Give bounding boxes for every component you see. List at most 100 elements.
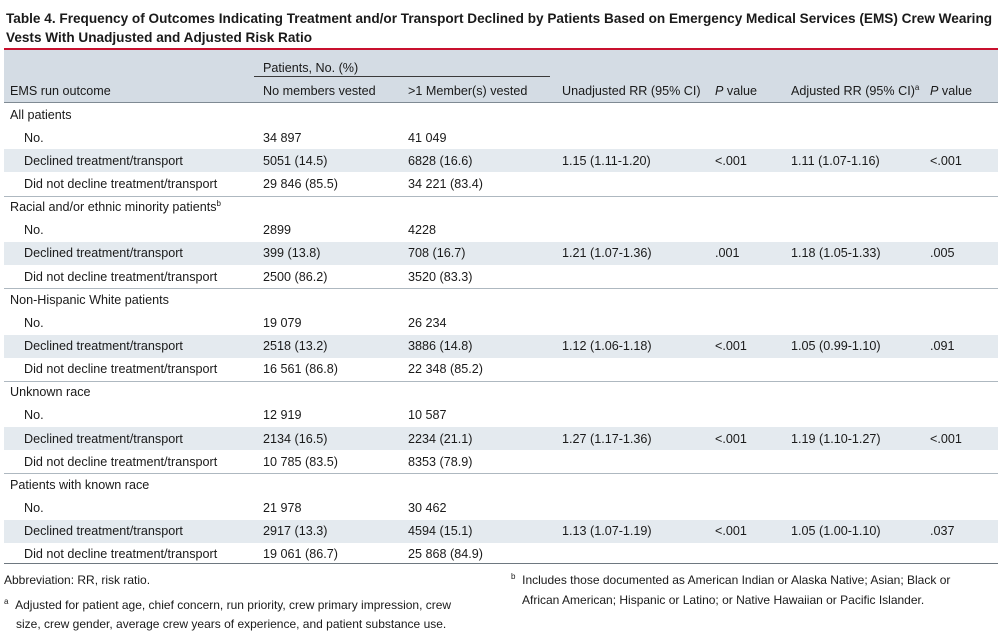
row-label: Did not decline treatment/transport <box>24 362 218 376</box>
footnote-b-marker: b <box>216 198 221 208</box>
section-title-text: Patients with known race <box>10 478 150 492</box>
cell-adjusted-rr: 1.05 (1.00-1.10) <box>791 524 881 538</box>
cell-members-vested: 30 462 <box>408 501 447 515</box>
row-label: No. <box>24 501 44 515</box>
header-adjusted-rr: Adjusted RR (95% CI)a <box>791 82 920 98</box>
section-title-text: Unknown race <box>10 385 91 399</box>
cell-members-vested: 41 049 <box>408 131 447 145</box>
cell-unadjusted-rr: 1.12 (1.06-1.18) <box>562 339 652 353</box>
cell-p-value-2: .037 <box>930 524 955 538</box>
table-header-rule <box>4 102 998 103</box>
cell-unadjusted-rr: 1.13 (1.07-1.19) <box>562 524 652 538</box>
cell-p-value-1: <.001 <box>715 432 747 446</box>
cell-p-value-2: .091 <box>930 339 955 353</box>
row-band <box>4 149 998 172</box>
cell-adjusted-rr: 1.18 (1.05-1.33) <box>791 246 881 260</box>
row-label: No. <box>24 316 44 330</box>
row-label: Did not decline treatment/transport <box>24 547 218 561</box>
cell-p-value-1: <.001 <box>715 154 747 168</box>
cell-members-vested: 3886 (14.8) <box>408 339 473 353</box>
section-separator <box>4 196 998 197</box>
cell-no-members-vested: 2500 (86.2) <box>263 270 328 284</box>
cell-p-value-1: <.001 <box>715 524 747 538</box>
section-title: All patients <box>10 107 72 123</box>
header-members-vested: >1 Member(s) vested <box>408 84 528 98</box>
cell-p-value-1: .001 <box>715 246 740 260</box>
row-label: Did not decline treatment/transport <box>24 177 218 191</box>
cell-members-vested: 26 234 <box>408 316 447 330</box>
section-title: Non-Hispanic White patients <box>10 292 169 308</box>
cell-no-members-vested: 2917 (13.3) <box>263 524 328 538</box>
footnote-a-continued: size, crew gender, average crew years of… <box>16 617 447 631</box>
header-no-members-vested: No members vested <box>263 84 376 98</box>
row-band <box>4 427 998 450</box>
cell-members-vested: 2234 (21.1) <box>408 432 473 446</box>
section-title: Unknown race <box>10 384 91 400</box>
cell-members-vested: 22 348 (85.2) <box>408 362 483 376</box>
cell-adjusted-rr: 1.19 (1.10-1.27) <box>791 432 881 446</box>
footnote-b-continued: African American; Hispanic or Latino; or… <box>522 593 925 607</box>
cell-p-value-2: <.001 <box>930 432 962 446</box>
header-unadjusted-rr: Unadjusted RR (95% CI) <box>562 84 701 98</box>
row-label: Declined treatment/transport <box>24 524 183 538</box>
cell-no-members-vested: 21 978 <box>263 501 302 515</box>
header-p-value-2: P value <box>930 84 973 98</box>
row-band <box>4 520 998 543</box>
table-top-rule <box>4 48 998 50</box>
cell-no-members-vested: 34 897 <box>263 131 302 145</box>
section-title-text: Non-Hispanic White patients <box>10 293 169 307</box>
section-separator <box>4 473 998 474</box>
section-separator <box>4 288 998 289</box>
row-label: Declined treatment/transport <box>24 154 183 168</box>
cell-no-members-vested: 399 (13.8) <box>263 246 321 260</box>
cell-no-members-vested: 19 061 (86.7) <box>263 547 338 561</box>
cell-unadjusted-rr: 1.21 (1.07-1.36) <box>562 246 652 260</box>
section-title: Racial and/or ethnic minority patientsb <box>10 199 221 215</box>
table-caption: Table 4. Frequency of Outcomes Indicatin… <box>6 11 993 45</box>
cell-no-members-vested: 2518 (13.2) <box>263 339 328 353</box>
cell-adjusted-rr: 1.05 (0.99-1.10) <box>791 339 881 353</box>
cell-no-members-vested: 2899 <box>263 223 292 237</box>
row-label: Declined treatment/transport <box>24 432 183 446</box>
header-ems-run-outcome: EMS run outcome <box>10 84 111 98</box>
cell-members-vested: 4594 (15.1) <box>408 524 473 538</box>
cell-members-vested: 34 221 (83.4) <box>408 177 483 191</box>
cell-p-value-1: <.001 <box>715 339 747 353</box>
table-bottom-rule <box>4 563 998 564</box>
cell-members-vested: 4228 <box>408 223 437 237</box>
cell-unadjusted-rr: 1.15 (1.11-1.20) <box>562 154 651 168</box>
row-label: Did not decline treatment/transport <box>24 270 218 284</box>
cell-no-members-vested: 16 561 (86.8) <box>263 362 338 376</box>
footnote-abbreviation: Abbreviation: RR, risk ratio. <box>4 573 151 587</box>
cell-no-members-vested: 2134 (16.5) <box>263 432 328 446</box>
header-group-label: Patients, No. (%) <box>263 61 359 75</box>
cell-members-vested: 6828 (16.6) <box>408 154 473 168</box>
row-label: Did not decline treatment/transport <box>24 455 218 469</box>
section-title-text: All patients <box>10 108 72 122</box>
cell-members-vested: 708 (16.7) <box>408 246 466 260</box>
row-band <box>4 335 998 358</box>
cell-members-vested: 3520 (83.3) <box>408 270 473 284</box>
footnote-a: a Adjusted for patient age, chief concer… <box>4 597 452 613</box>
header-group-rule <box>254 76 550 77</box>
row-label: Declined treatment/transport <box>24 246 183 260</box>
cell-no-members-vested: 12 919 <box>263 408 302 422</box>
row-label: No. <box>24 408 44 422</box>
row-band <box>4 242 998 265</box>
section-separator <box>4 381 998 382</box>
cell-no-members-vested: 29 846 (85.5) <box>263 177 338 191</box>
cell-members-vested: 8353 (78.9) <box>408 455 473 469</box>
footnote-a-marker: a <box>914 82 920 92</box>
cell-members-vested: 25 868 (84.9) <box>408 547 483 561</box>
header-p-value-1: P value <box>715 84 758 98</box>
section-title-text: Racial and/or ethnic minority patients <box>10 200 217 214</box>
cell-unadjusted-rr: 1.27 (1.17-1.36) <box>562 432 652 446</box>
cell-p-value-2: .005 <box>930 246 955 260</box>
cell-adjusted-rr: 1.11 (1.07-1.16) <box>791 154 880 168</box>
cell-members-vested: 10 587 <box>408 408 447 422</box>
section-title: Patients with known race <box>10 477 149 493</box>
cell-no-members-vested: 19 079 <box>263 316 302 330</box>
row-label: No. <box>24 131 44 145</box>
row-label: Declined treatment/transport <box>24 339 183 353</box>
cell-no-members-vested: 10 785 (83.5) <box>263 455 338 469</box>
